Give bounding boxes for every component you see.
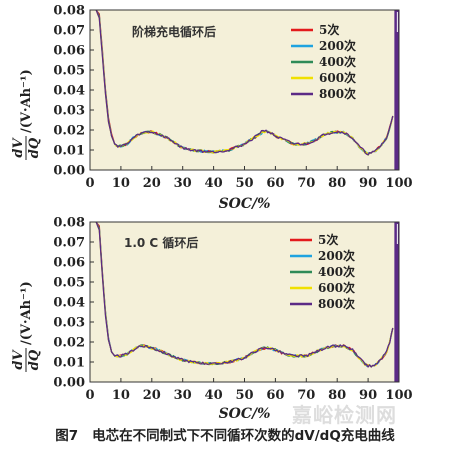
legend-label: 400次: [318, 264, 355, 279]
series-line-4: [95, 9, 394, 156]
x-tick-label: 10: [112, 388, 130, 403]
y-axis-label-numerator: dV: [11, 137, 26, 158]
caption-text: 电芯在不同制式下不同循环次数的dV/dQ充电曲线: [92, 428, 395, 444]
x-tick-label: 10: [112, 176, 130, 191]
x-tick-label: 30: [174, 388, 192, 403]
x-tick-label: 0: [85, 176, 94, 191]
x-tick-label: 20: [143, 176, 161, 191]
legend-label: 200次: [319, 38, 356, 53]
x-axis-label: SOC/%: [219, 196, 271, 212]
y-tick-label: 0.03: [53, 316, 85, 331]
watermark: 嘉峪检测网: [292, 403, 397, 427]
plot-background: [90, 222, 399, 382]
panel-annotation: 1.0 C 循环后: [124, 235, 198, 250]
y-axis-label-unit: /(V·Ah⁻¹): [19, 69, 34, 133]
y-axis-label-denominator: dQ: [27, 137, 42, 158]
figure-caption: 图7 电芯在不同制式下不同循环次数的dV/dQ充电曲线: [0, 424, 450, 444]
y-tick-label: 0.06: [53, 44, 85, 59]
legend-label: 600次: [319, 70, 356, 85]
y-tick-label: 0.07: [53, 236, 85, 251]
y-axis-label: dV dQ /(V·Ah⁻¹): [11, 281, 42, 372]
caption-number: 图7: [55, 428, 79, 444]
y-axis-label: dV dQ /(V·Ah⁻¹): [11, 69, 42, 160]
x-tick-label: 40: [205, 176, 223, 191]
x-tick-label: 80: [328, 176, 346, 191]
legend-label: 400次: [319, 54, 356, 69]
legend-label: 600次: [318, 280, 355, 295]
chart-panel-top: 0.00 0.01 0.02 0.03 0.04 0.05 0.06 0.07 0.08 0 10 2…: [11, 4, 413, 213]
y-axis-label-denominator: dQ: [27, 349, 42, 370]
y-tick-label: 0.05: [53, 64, 85, 79]
x-tick-label: 70: [297, 176, 315, 191]
x-tick-label: 40: [205, 388, 223, 403]
x-tick-label: 60: [266, 176, 284, 191]
y-tick-label: 0.07: [53, 24, 85, 39]
y-tick-label: 0.01: [53, 144, 85, 159]
y-axis-label-numerator: dV: [11, 349, 26, 370]
legend-label: 800次: [319, 86, 356, 101]
y-tick-label: 0.02: [53, 336, 85, 351]
x-tick-label: 60: [266, 388, 284, 403]
x-tick-label: 100: [385, 176, 412, 191]
x-tick-label: 50: [235, 176, 253, 191]
x-tick-label: 30: [174, 176, 192, 191]
legend-label: 800次: [318, 296, 355, 311]
y-tick-label: 0.00: [53, 164, 85, 179]
y-tick-label: 0.01: [53, 356, 85, 371]
y-tick-label: 0.02: [53, 124, 85, 139]
y-tick-label: 0.03: [53, 104, 85, 119]
legend-label: 5次: [319, 22, 339, 37]
series-line-4: [95, 221, 394, 368]
y-tick-label: 0.04: [53, 296, 85, 311]
x-tick-label: 0: [85, 388, 94, 403]
chart-panel-bottom: 0.00 0.01 0.02 0.03 0.04 0.05 0.06 0.07 0.08 0 10 2…: [11, 216, 413, 423]
y-tick-label: 0.08: [53, 216, 85, 231]
x-axis-label: SOC/%: [219, 406, 271, 422]
panel-annotation: 阶梯充电循环后: [132, 24, 216, 39]
x-tick-label: 90: [359, 388, 377, 403]
y-tick-label: 0.05: [53, 276, 85, 291]
y-axis-label-unit: /(V·Ah⁻¹): [19, 281, 34, 345]
x-tick-label: 70: [297, 388, 315, 403]
y-tick-label: 0.06: [53, 256, 85, 271]
x-tick-label: 50: [235, 388, 253, 403]
x-tick-label: 90: [359, 176, 377, 191]
legend-label: 5次: [318, 232, 338, 247]
y-tick-label: 0.00: [53, 376, 85, 391]
y-tick-label: 0.04: [53, 84, 85, 99]
x-tick-label: 20: [143, 388, 161, 403]
legend-label: 200次: [318, 248, 355, 263]
end-band: [394, 10, 399, 170]
x-tick-label: 80: [328, 388, 346, 403]
x-tick-label: 100: [385, 388, 412, 403]
y-tick-label: 0.08: [53, 4, 85, 19]
end-band: [394, 222, 399, 382]
